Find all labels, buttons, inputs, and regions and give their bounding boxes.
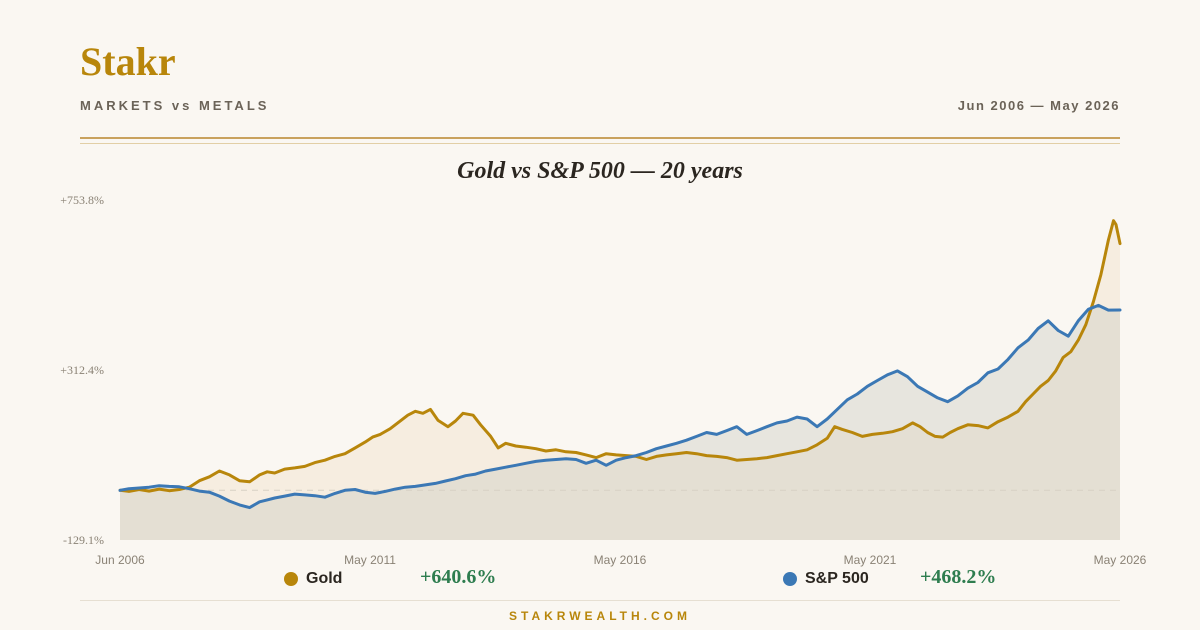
date-range: Jun 2006 — May 2026 <box>957 98 1120 113</box>
series-lines <box>118 219 1122 510</box>
y-tick-label: +312.4% <box>60 363 104 377</box>
legend-return-gold: +640.6% <box>420 566 497 588</box>
footer-rule <box>80 600 1120 601</box>
legend-swatch-gold <box>284 572 298 586</box>
brand-logo-text: Stakr <box>80 39 176 84</box>
legend-return-sp500: +468.2% <box>920 566 997 588</box>
chart-title: Gold vs S&P 500 — 20 years <box>457 158 743 184</box>
header-rule-thin <box>80 143 1120 144</box>
x-tick-label: May 2016 <box>594 553 647 567</box>
x-tick-label: May 2011 <box>344 553 396 567</box>
area-gold <box>120 220 1120 540</box>
legend-item-gold: Gold +640.6% <box>284 566 496 589</box>
x-tick-label: May 2026 <box>1094 553 1147 567</box>
series-line-s-p-500 <box>118 303 1122 510</box>
x-tick-label: May 2021 <box>844 553 897 567</box>
page-subtitle: MARKETS vs METALS <box>80 98 270 113</box>
header-rule <box>80 137 1120 139</box>
area-layer <box>120 220 1120 540</box>
legend-item-sp500: S&P 500 +468.2% <box>783 566 996 589</box>
x-tick-label: Jun 2006 <box>95 553 145 567</box>
y-tick-label: +753.8% <box>60 193 104 207</box>
legend-swatch-sp500 <box>783 572 797 586</box>
y-tick-label: -129.1% <box>63 533 104 547</box>
area-s-p-500 <box>120 305 1120 540</box>
y-axis-ticks: +753.8% +312.4% -129.1% <box>60 193 104 547</box>
x-axis-ticks: Jun 2006 May 2011 May 2016 May 2021 May 2026 <box>95 553 1146 567</box>
footer-url: STAKRWEALTH.COM <box>509 609 691 623</box>
legend-label-sp500: S&P 500 <box>805 570 869 587</box>
legend-label-gold: Gold <box>306 570 343 587</box>
